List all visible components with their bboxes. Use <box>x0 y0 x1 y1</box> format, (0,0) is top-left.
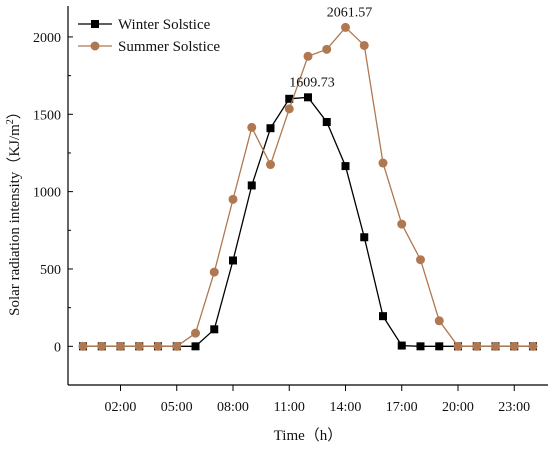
data-point <box>359 40 369 50</box>
data-point <box>472 341 482 351</box>
series-layer <box>78 22 538 351</box>
data-point <box>134 341 144 351</box>
data-point <box>434 316 444 326</box>
x-axis-title: Time（h） <box>274 427 343 444</box>
axes: 0 500 1000 1500 2000 02:00 05:00 08:00 11:00 14:0… <box>33 6 548 415</box>
series-1 <box>79 93 537 351</box>
annotation-layer: 1609.73 2061.57 <box>289 5 372 90</box>
data-point <box>397 341 406 350</box>
data-point <box>360 233 369 242</box>
y-axis-title-end: ） <box>6 104 23 119</box>
x-tick-label: 02:00 <box>105 400 137 415</box>
data-point <box>266 124 275 133</box>
data-point <box>379 312 387 321</box>
data-point <box>416 255 425 265</box>
x-tick-label: 17:00 <box>386 400 418 415</box>
legend-label: Summer Solstice <box>118 39 220 55</box>
data-point <box>528 341 538 351</box>
data-point <box>78 341 88 351</box>
data-point <box>229 256 237 265</box>
series-2 <box>78 22 538 351</box>
x-tick-label: 08:00 <box>217 400 249 415</box>
data-point <box>322 44 332 54</box>
y-tick-label: 2000 <box>33 31 61 46</box>
legend-marker <box>90 41 100 51</box>
y-axis-title: Solar radiation intensity（KJ/m2） <box>5 104 23 316</box>
data-point <box>266 160 275 170</box>
data-point <box>378 158 388 168</box>
data-point <box>191 342 200 351</box>
x-tick-label: 11:00 <box>274 400 305 415</box>
y-tick-label: 0 <box>54 340 61 355</box>
y-axis-title-main: Solar radiation intensity（KJ/m <box>6 124 23 316</box>
data-point <box>453 341 463 351</box>
data-label: 2061.57 <box>327 5 373 20</box>
data-point <box>116 341 125 351</box>
data-point <box>435 342 444 351</box>
y-tick-label: 1000 <box>33 186 61 201</box>
data-point <box>97 341 107 351</box>
data-point <box>153 341 163 351</box>
data-point <box>284 104 294 114</box>
data-point <box>397 219 407 229</box>
data-label: 1609.73 <box>289 75 335 90</box>
x-tick-label: 05:00 <box>161 400 193 415</box>
data-point <box>341 22 350 32</box>
legend-label: Winter Solstice <box>118 17 211 33</box>
x-tick-label: 23:00 <box>498 400 530 415</box>
legend-marker <box>91 20 99 28</box>
data-point <box>247 122 257 132</box>
data-point <box>209 267 219 277</box>
data-point <box>491 341 500 351</box>
data-point <box>172 341 182 351</box>
y-tick-label: 500 <box>40 263 61 278</box>
legend-item: Winter Solstice <box>78 17 211 33</box>
data-point <box>191 328 200 338</box>
data-point <box>509 341 519 351</box>
data-point <box>210 325 219 334</box>
x-tick-label: 20:00 <box>442 400 474 415</box>
data-point <box>416 342 425 351</box>
y-axis-title-superscript: 2 <box>5 119 16 124</box>
legend: Winter Solstice Summer Solstice <box>78 17 220 55</box>
series-line <box>83 96 533 347</box>
data-point <box>247 181 256 190</box>
x-tick-label: 14:00 <box>330 400 362 415</box>
data-point <box>304 93 312 102</box>
y-tick-label: 1500 <box>33 108 61 123</box>
legend-item: Summer Solstice <box>78 39 220 55</box>
data-point <box>228 194 238 204</box>
data-point <box>285 94 294 103</box>
data-point <box>303 51 313 61</box>
data-point <box>322 118 331 127</box>
data-point <box>341 162 350 171</box>
